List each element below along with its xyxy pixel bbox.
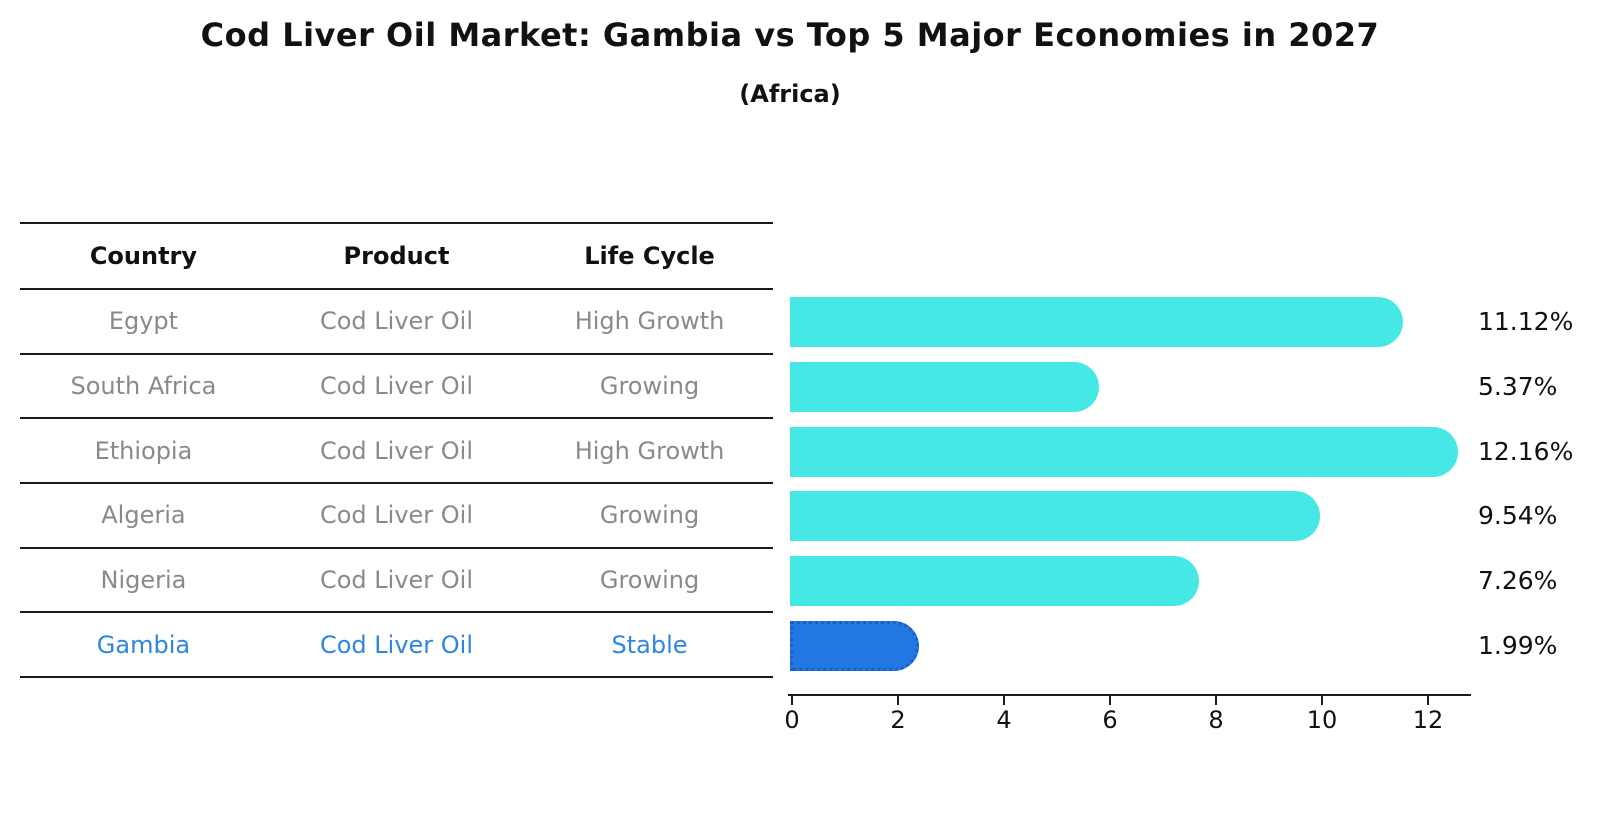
cell-country: Nigeria [100,566,187,595]
cell-life-cycle: Growing [599,501,700,530]
table-row-south-africa: South Africa Cod Liver Oil Growing [20,355,773,420]
table-row-algeria: Algeria Cod Liver Oil Growing [20,484,773,549]
value-label-egypt: 11.12% [1478,307,1574,336]
cell-life-cycle: High Growth [574,436,725,465]
cell-product: Cod Liver Oil [319,501,474,530]
x-axis-tick-label-6: 6 [1102,706,1118,734]
x-axis-tick-2 [897,696,899,705]
value-label-ethiopia: 12.16% [1478,437,1574,466]
value-label-south-africa: 5.37% [1478,372,1558,401]
value-label-algeria: 9.54% [1478,501,1558,530]
cell-country: Gambia [96,630,191,659]
cell-product: Cod Liver Oil [319,566,474,595]
cell-country: Egypt [108,307,179,336]
x-axis-tick-label-12: 12 [1412,706,1444,734]
bar-egypt [790,297,1403,347]
table-row-egypt: Egypt Cod Liver Oil High Growth [20,290,773,355]
table-row-ethiopia: Ethiopia Cod Liver Oil High Growth [20,419,773,485]
x-axis-tick-label-10: 10 [1306,706,1338,734]
column-header-product: Product [343,242,450,270]
cell-country: Algeria [101,501,186,530]
x-axis-tick-10 [1321,696,1323,705]
table-body: Egypt Cod Liver Oil High Growth South Afric… [20,290,773,679]
x-axis-tick-4 [1003,696,1005,705]
cell-country: South Africa [70,372,217,401]
chart-title: Cod Liver Oil Market: Gambia vs Top 5 Ma… [200,16,1380,54]
x-axis-tick-label-0: 0 [784,706,800,734]
column-header-life-cycle: Life Cycle [584,242,715,270]
cell-life-cycle: Growing [599,372,700,401]
cell-country: Ethiopia [94,436,193,465]
cell-product: Cod Liver Oil [319,372,474,401]
x-axis-tick-6 [1109,696,1111,705]
x-axis-tick-label-2: 2 [890,706,906,734]
country-info-table: Country Product Life Cycle Egypt Cod Live… [20,222,773,679]
x-axis-tick-label-8: 8 [1208,706,1224,734]
x-axis-tick-label-4: 4 [996,706,1012,734]
x-axis-tick-0 [791,696,793,705]
column-header-country: Country [89,242,198,270]
bar-nigeria [790,556,1199,606]
cell-product: Cod Liver Oil [319,630,474,659]
bar-south-africa [790,362,1099,412]
value-label-nigeria: 7.26% [1478,566,1558,595]
table-row-gambia: Gambia Cod Liver Oil Stable [20,613,773,679]
bar-gambia [790,621,919,671]
x-axis-tick-12 [1427,696,1429,705]
table-row-nigeria: Nigeria Cod Liver Oil Growing [20,549,773,614]
x-axis-tick-8 [1215,696,1217,705]
chart-subtitle: (Africa) [739,80,841,108]
bar-algeria [790,491,1320,541]
cell-life-cycle: Stable [611,630,688,659]
value-label-gambia: 1.99% [1478,631,1558,660]
cell-product: Cod Liver Oil [319,307,474,336]
cell-product: Cod Liver Oil [319,436,474,465]
cell-life-cycle: Growing [599,566,700,595]
bar-ethiopia [790,427,1458,477]
cell-life-cycle: High Growth [574,307,725,336]
x-axis-line [788,694,1471,696]
table-header-row: Country Product Life Cycle [20,222,773,290]
